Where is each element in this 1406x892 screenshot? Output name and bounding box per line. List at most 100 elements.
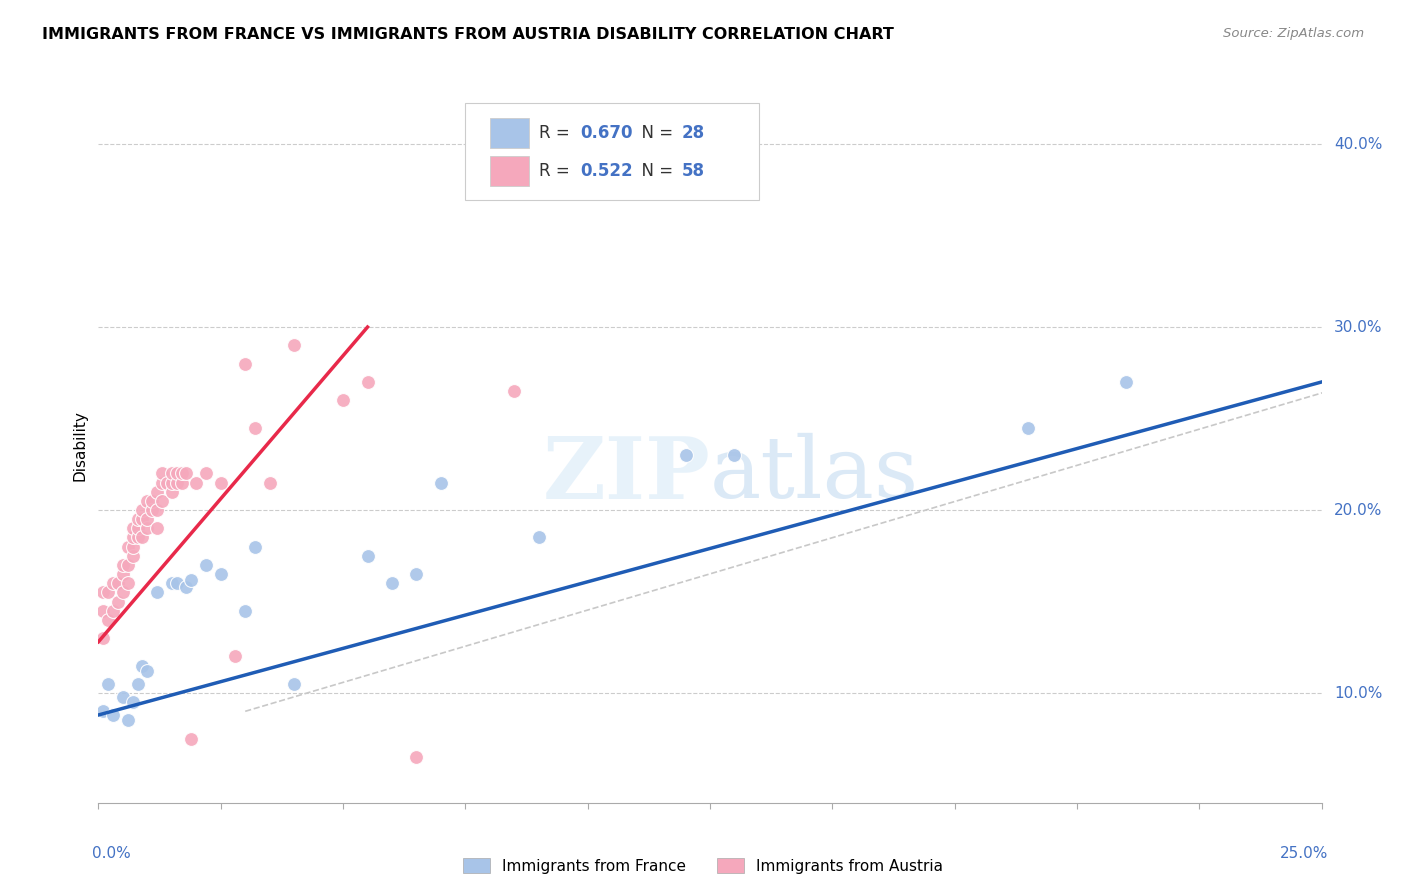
Point <box>160 484 183 499</box>
Text: 30.0%: 30.0% <box>1334 319 1382 334</box>
Point <box>91 585 114 599</box>
Point <box>121 531 143 545</box>
Point <box>723 448 745 462</box>
Point <box>111 558 134 572</box>
Text: 25.0%: 25.0% <box>1279 846 1327 861</box>
Text: 40.0%: 40.0% <box>1334 136 1382 152</box>
Point <box>121 521 143 535</box>
Point <box>131 658 153 673</box>
Point <box>117 714 139 728</box>
Point <box>186 475 208 490</box>
Point <box>180 731 202 746</box>
Text: 0.522: 0.522 <box>581 162 633 180</box>
Point <box>405 567 427 582</box>
Point <box>136 512 159 526</box>
Text: 0.0%: 0.0% <box>93 846 131 861</box>
Point <box>91 704 114 718</box>
Point <box>224 649 246 664</box>
Text: ZIP: ZIP <box>543 433 710 516</box>
Point <box>233 604 256 618</box>
Point <box>117 576 139 591</box>
Point <box>141 494 163 508</box>
Point <box>166 467 188 481</box>
Point <box>209 475 232 490</box>
FancyBboxPatch shape <box>489 119 529 148</box>
Point <box>107 576 129 591</box>
Point <box>503 384 526 398</box>
Text: Source: ZipAtlas.com: Source: ZipAtlas.com <box>1223 27 1364 40</box>
Point <box>243 420 266 434</box>
Point <box>101 708 124 723</box>
Point <box>97 585 120 599</box>
Point <box>675 448 697 462</box>
Point <box>166 576 188 591</box>
Point <box>170 475 193 490</box>
Point <box>91 631 114 645</box>
Point <box>195 467 218 481</box>
Point <box>97 613 120 627</box>
Point <box>121 549 143 563</box>
FancyBboxPatch shape <box>489 156 529 186</box>
Point <box>160 475 183 490</box>
Point <box>121 540 143 554</box>
Point <box>127 512 149 526</box>
Point <box>180 573 202 587</box>
Point <box>160 467 183 481</box>
Point <box>170 467 193 481</box>
Point <box>131 512 153 526</box>
Text: 58: 58 <box>682 162 704 180</box>
Y-axis label: Disability: Disability <box>72 410 87 482</box>
Text: N =: N = <box>630 162 678 180</box>
Point <box>527 531 550 545</box>
Point <box>209 567 232 582</box>
Point <box>107 594 129 608</box>
Point <box>243 540 266 554</box>
Text: atlas: atlas <box>710 433 920 516</box>
Point <box>233 357 256 371</box>
Point <box>283 338 305 352</box>
Point <box>97 677 120 691</box>
Point <box>136 494 159 508</box>
Point <box>430 475 453 490</box>
Point <box>136 664 159 678</box>
Point <box>127 531 149 545</box>
Point <box>356 549 378 563</box>
Text: R =: R = <box>538 125 575 143</box>
Point <box>176 580 198 594</box>
Point <box>131 503 153 517</box>
Point <box>111 585 134 599</box>
Point <box>160 576 183 591</box>
Text: IMMIGRANTS FROM FRANCE VS IMMIGRANTS FROM AUSTRIA DISABILITY CORRELATION CHART: IMMIGRANTS FROM FRANCE VS IMMIGRANTS FRO… <box>42 27 894 42</box>
Point <box>195 558 218 572</box>
Point <box>150 494 173 508</box>
Point <box>117 558 139 572</box>
Point <box>146 521 169 535</box>
Text: 28: 28 <box>682 125 704 143</box>
Point <box>91 604 114 618</box>
Point <box>121 695 143 709</box>
Point <box>117 540 139 554</box>
Point <box>101 604 124 618</box>
Point <box>381 576 404 591</box>
Text: 20.0%: 20.0% <box>1334 502 1382 517</box>
Point <box>146 503 169 517</box>
Point <box>127 521 149 535</box>
Text: 0.670: 0.670 <box>581 125 633 143</box>
Point <box>332 393 354 408</box>
Text: N =: N = <box>630 125 678 143</box>
Point <box>101 576 124 591</box>
Point <box>356 375 378 389</box>
Point <box>136 521 159 535</box>
Point <box>146 585 169 599</box>
FancyBboxPatch shape <box>465 103 759 200</box>
Point <box>127 677 149 691</box>
Point <box>405 750 427 764</box>
Point <box>111 690 134 704</box>
Point <box>1115 375 1137 389</box>
Point <box>111 567 134 582</box>
Point <box>166 475 188 490</box>
Legend: Immigrants from France, Immigrants from Austria: Immigrants from France, Immigrants from … <box>457 852 949 880</box>
Point <box>283 677 305 691</box>
Point <box>259 475 281 490</box>
Point <box>150 475 173 490</box>
